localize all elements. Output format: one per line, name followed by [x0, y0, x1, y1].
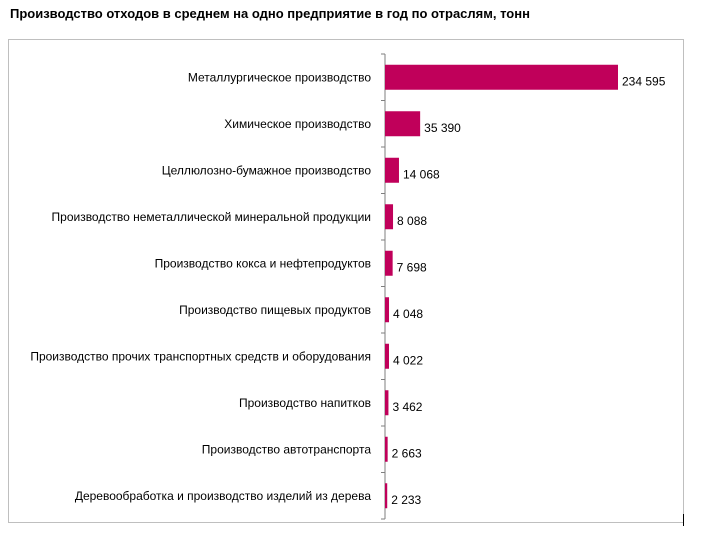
category-label: Производство напитков — [239, 396, 371, 410]
data-label: 7 698 — [397, 260, 427, 274]
data-label: 8 088 — [397, 214, 427, 228]
data-label: 35 390 — [424, 121, 461, 135]
bar — [385, 297, 390, 323]
bar — [385, 483, 388, 509]
data-label: 4 048 — [393, 307, 423, 321]
category-label: Производство пищевых продуктов — [179, 303, 371, 317]
category-label: Химическое производство — [224, 117, 371, 131]
category-label: Производство автотранспорта — [202, 442, 372, 456]
chart-title: Производство отходов в среднем на одно п… — [10, 6, 530, 21]
bar — [385, 64, 618, 90]
category-label: Целлюлозно-бумажное производство — [162, 163, 372, 177]
category-label: Производство прочих транспортных средств… — [30, 349, 371, 363]
category-label: Металлургическое производство — [188, 70, 371, 84]
data-label: 2 233 — [391, 493, 421, 507]
bar — [385, 111, 421, 137]
bar — [385, 204, 394, 230]
bar — [385, 250, 393, 276]
data-label: 2 663 — [392, 446, 422, 460]
bar — [385, 436, 388, 462]
category-label: Производство неметаллической минеральной… — [52, 210, 371, 224]
data-label: 3 462 — [392, 400, 422, 414]
bar — [385, 343, 389, 369]
data-label: 234 595 — [622, 74, 666, 88]
bar — [385, 157, 399, 183]
category-label: Деревообработка и производство изделий и… — [75, 489, 372, 503]
bar — [385, 390, 389, 416]
corner-tick-mark — [683, 514, 684, 526]
category-label: Производство кокса и нефтепродуктов — [155, 256, 371, 270]
data-label: 14 068 — [403, 167, 440, 181]
data-label: 4 022 — [393, 353, 423, 367]
plot-frame — [8, 39, 684, 523]
